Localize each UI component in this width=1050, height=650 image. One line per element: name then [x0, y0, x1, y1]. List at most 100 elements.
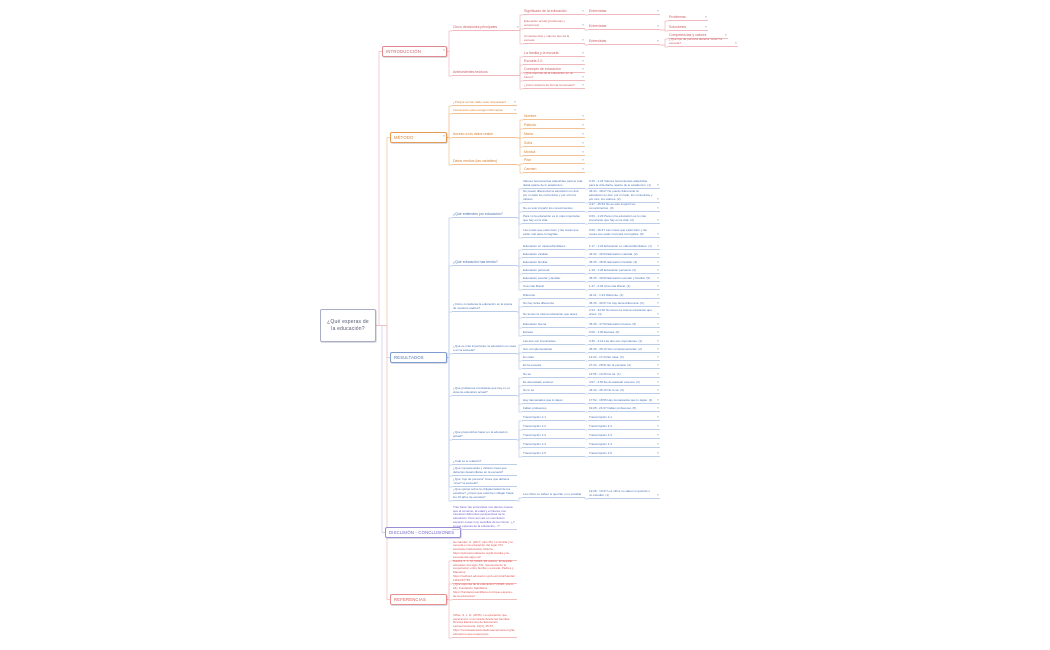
q9-tipo-persona-crear[interactable]: ¿Qué “tipo de persona” crees que debería… — [452, 477, 517, 487]
note-icon[interactable]: ≡ — [657, 441, 659, 446]
q1-a4[interactable]: Para mí la educación es lo más important… — [522, 214, 585, 224]
q1-cita4[interactable]: 0:00 - 1:23 Para mí la educación es lo m… — [588, 214, 660, 224]
note-icon[interactable]: ≡ — [657, 205, 659, 210]
q3-cita3[interactable]: 2:24 - 34:36 No tienen la misma educació… — [588, 308, 660, 318]
q2-cita2[interactable]: 42:42 - 42:54 Educación variada. (2) ≡ — [588, 251, 660, 258]
q3-a1[interactable]: Diferente — [522, 292, 585, 299]
q1-cita5[interactable]: 0:00 - 45:47 Las cosas que están bien y … — [588, 226, 660, 238]
q4-cita4[interactable]: 27:34 - 28:01 En la escuela. (4) ≡ — [588, 362, 660, 369]
q1-cita1[interactable]: 0:15 - 1:23 Valores herramientas adquiri… — [588, 178, 660, 189]
q6-t1-cita[interactable]: Transcripción 1:1 ≡ — [588, 414, 660, 421]
note-icon[interactable]: ≡ — [657, 251, 659, 256]
note-icon[interactable]: ≡ — [657, 8, 659, 13]
q4-a2[interactable]: Son complementarias — [522, 346, 585, 353]
q6-t4-cita[interactable]: Transcripción 1:4 ≡ — [588, 441, 660, 448]
q10-obligatoriedad[interactable]: ¿Qué opinas sobre la obligatoriedad de l… — [452, 487, 517, 501]
q5-a4[interactable]: Hay demasiados que lo dejan — [522, 395, 585, 404]
q6-propuestas-educacion[interactable]: ¿Qué propondrías hacer en la educación a… — [452, 429, 517, 440]
q3-cita2[interactable]: 45:45 - 46:07 No hay tanta diferencia. (… — [588, 300, 660, 307]
branch-metodo[interactable]: MÉTODO ≡ — [390, 132, 447, 143]
q5-problemas-sistema[interactable]: ¿Qué problemas consideras que hay en el … — [452, 385, 517, 396]
note-icon[interactable]: ≡ — [657, 217, 659, 222]
q5-cita1[interactable]: 13:56 - 14:26 No sé. (1) ≡ — [588, 371, 660, 378]
acceso-datos[interactable]: Acceso a los datos reales — [452, 131, 517, 138]
note-icon[interactable]: ≡ — [443, 133, 445, 138]
q8-competencias-desarrollar[interactable]: ¿Qué competencias y valores crees que de… — [452, 466, 517, 476]
soluciones[interactable]: Soluciones ≡ — [668, 24, 708, 31]
note-icon[interactable]: ≡ — [657, 182, 659, 187]
q2-a4[interactable]: Educación personal — [522, 267, 585, 274]
cinco-decisiones[interactable]: Cinco decisiones principales ≡ — [452, 24, 520, 31]
note-icon[interactable]: ≡ — [657, 292, 659, 297]
participante-pilar[interactable]: Pilar ≡ — [523, 157, 585, 164]
note-icon[interactable]: ≡ — [657, 259, 659, 264]
note-icon[interactable]: ≡ — [582, 122, 584, 127]
note-icon[interactable]: ≡ — [657, 405, 659, 410]
note-icon[interactable]: ≡ — [657, 267, 659, 272]
entrevistas-2[interactable]: Entrevistas ≡ — [588, 23, 660, 30]
note-icon[interactable]: ≡ — [705, 24, 707, 29]
note-icon[interactable]: ≡ — [582, 166, 584, 171]
note-icon[interactable]: ≡ — [657, 492, 659, 497]
q3-a4[interactable]: Educación buena — [522, 321, 585, 328]
note-icon[interactable]: ≡ — [582, 140, 584, 145]
q4-a1[interactable]: Las dos son importantes — [522, 338, 585, 345]
note-icon[interactable]: ≡ — [657, 450, 659, 455]
note-icon[interactable]: ≡ — [514, 107, 516, 112]
como-formar[interactable]: ¿Cómo debería de formar la escuela? ≡ — [523, 82, 585, 89]
note-icon[interactable]: ≡ — [657, 311, 659, 316]
note-icon[interactable]: ≡ — [657, 354, 659, 359]
q2-a3[interactable]: Educación familiar — [522, 259, 585, 266]
q4-cita1[interactable]: 3:45 - 4:12 Las dos son importantes. (1)… — [588, 338, 660, 345]
note-icon[interactable]: ≡ — [657, 38, 659, 43]
note-icon[interactable]: ≡ — [657, 387, 659, 392]
note-icon[interactable]: ≡ — [657, 329, 659, 334]
q5-a3[interactable]: No lo sé — [522, 387, 585, 394]
note-icon[interactable]: ≡ — [657, 371, 659, 376]
participante-nombre[interactable]: Nombre ≡ — [523, 113, 585, 120]
q1-a1[interactable]: Valores herramientas adquiridas para la … — [522, 178, 585, 189]
q3-a5[interactable]: Escasa — [522, 329, 585, 336]
escuela-2-0[interactable]: Escuela 2.0 ≡ — [523, 58, 585, 65]
q4-a4[interactable]: En la escuela — [522, 362, 585, 369]
note-icon[interactable]: ≡ — [582, 22, 584, 27]
participante-patricia[interactable]: Patricia ≡ — [523, 122, 585, 129]
familia-escuela[interactable]: La familia y la escuela ≡ — [523, 50, 585, 57]
branch-discusion[interactable]: DISCUSIÓN - CONCLUSIONES — [385, 527, 461, 538]
q6-t3[interactable]: Transcripción 1:3 — [522, 432, 585, 439]
note-icon[interactable]: ≡ — [582, 82, 584, 87]
branch-referencias[interactable]: REFERENCIAS — [390, 594, 447, 605]
central-topic[interactable]: ¿Qué esperas de la educación? — [320, 309, 376, 342]
note-icon[interactable]: ≡ — [657, 362, 659, 367]
participante-carmen[interactable]: Carmen ≡ — [523, 166, 585, 173]
q1-entiendes-educacion[interactable]: ¿Qué entiendes por educación? — [452, 211, 517, 218]
participante-maria[interactable]: María ≡ — [523, 131, 585, 138]
q6-t5[interactable]: Transcripción 1:5 — [522, 450, 585, 457]
note-icon[interactable]: ≡ — [582, 50, 584, 55]
q5-a2[interactable]: Es demasiado extenso — [522, 379, 585, 386]
note-icon[interactable]: ≡ — [514, 99, 516, 104]
note-icon[interactable]: ≡ — [657, 432, 659, 437]
esperas-futuro[interactable]: ¿Qué esperas de la educación en un futur… — [523, 71, 585, 81]
q6-t2-cita[interactable]: Transcripción 1:2 ≡ — [588, 423, 660, 430]
instrumento-informacion[interactable]: Instrumento para recoger información ≡ — [452, 107, 517, 114]
q6-t2[interactable]: Transcripción 1:2 — [522, 423, 585, 430]
q2-cita5[interactable]: 45:45 - 46:02 Educación escolar y famili… — [588, 275, 660, 282]
q2-cita1[interactable]: 1:17 - 1:23 Educación en valores/familia… — [588, 243, 660, 250]
competencias-escuela[interactable]: Competencias y valores que da la escuela… — [523, 34, 585, 44]
q2-a5[interactable]: Educación escolar y familiar — [522, 275, 585, 282]
q5-cita5[interactable]: 19:28 - 21:07 Faltan profesores. (5) ≡ — [588, 405, 660, 412]
note-icon[interactable]: ≡ — [657, 300, 659, 305]
q2-educacion-tenido[interactable]: ¿Qué educación has tenido? — [452, 259, 517, 266]
participante-monica[interactable]: Mónica ≡ — [523, 149, 585, 156]
branch-introduccion[interactable]: INTRODUCCIÓN ≡ — [382, 46, 447, 57]
referencia-2[interactable]: García, F. L. M. (2019, 28 marzo). El de… — [452, 559, 517, 584]
q4-cita2[interactable]: 45:45 - 46:13 Son complementarias. (2) ≡ — [588, 346, 660, 353]
note-icon[interactable]: ≡ — [517, 24, 519, 29]
note-icon[interactable]: ≡ — [657, 196, 659, 201]
note-icon[interactable]: ≡ — [582, 131, 584, 136]
conclusion-texto[interactable]: Tras hacer las entrevistas nos damos cue… — [452, 504, 517, 530]
q5-cita2[interactable]: 4:07 - 4:50 Es demasiado extenso. (2) ≡ — [588, 379, 660, 386]
q6-t5-cita[interactable]: Transcripción 1:5 ≡ — [588, 450, 660, 457]
educacion-actual[interactable]: Educación actual (problemas y soluciones… — [523, 19, 585, 29]
